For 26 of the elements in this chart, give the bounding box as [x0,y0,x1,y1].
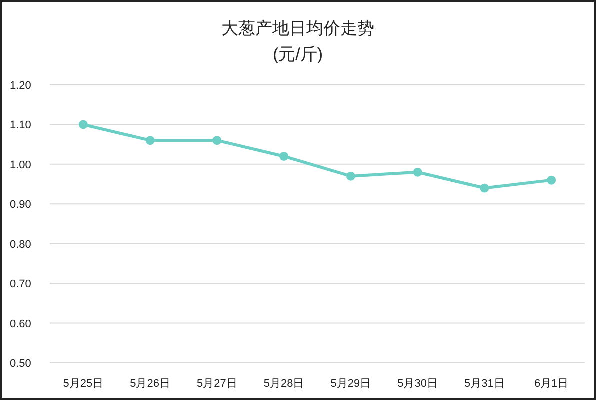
point [212,136,222,146]
x-tick-label: 5月28日 [264,378,304,390]
y-tick-label: 0.70 [10,278,32,291]
y-tick-label: 0.50 [10,358,32,370]
y-tick-label: 0.80 [10,238,32,251]
x-tick-label: 5月25日 [63,378,104,390]
point [547,176,556,185]
point [346,172,356,181]
x-tick-label: 6月1日 [534,378,569,390]
x-tick-label: 5月27日 [197,378,238,390]
x-tick-label: 5月29日 [330,378,372,390]
point [146,136,155,146]
chart-title: 大葱产地日均价走势 [222,19,374,38]
chart-subtitle: (元/斤) [272,45,324,64]
x-tick-label: 5月26日 [130,378,170,390]
x-tick-label: 5月30日 [398,378,438,390]
y-tick-label: 0.90 [10,199,32,212]
y-tick-label: 1.10 [10,120,32,132]
y-tick-label: 1.00 [10,159,32,172]
point [480,184,490,193]
y-tick-label: 0.60 [10,318,32,330]
point [280,152,289,161]
x-tick-label: 5月31日 [464,378,505,390]
y-tick-label: 1.20 [10,80,32,92]
point [78,120,88,130]
point [413,168,422,177]
